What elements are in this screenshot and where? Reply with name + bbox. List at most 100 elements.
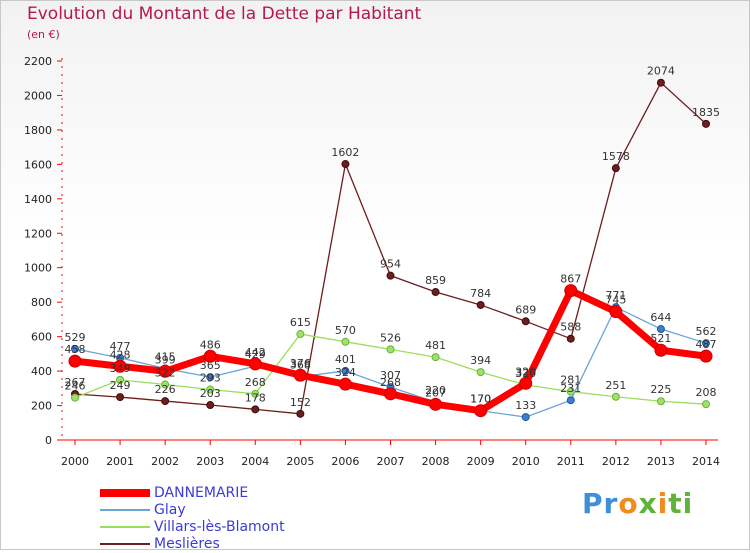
data-label-glay: 771 bbox=[605, 289, 626, 302]
data-point-dannemarie bbox=[68, 354, 82, 368]
data-point-villars-l-s-blamont bbox=[341, 337, 350, 346]
data-label-dannemarie: 268 bbox=[380, 376, 401, 389]
data-point-dannemarie bbox=[429, 397, 443, 411]
data-point-glay bbox=[521, 413, 530, 422]
data-label-glay: 562 bbox=[696, 325, 717, 338]
data-point-dannemarie bbox=[474, 404, 488, 418]
data-point-villars-l-s-blamont bbox=[611, 392, 620, 401]
data-point-villars-l-s-blamont bbox=[296, 330, 305, 339]
data-label-dannemarie: 867 bbox=[560, 273, 581, 286]
chart-title: Evolution du Montant de la Dette par Hab… bbox=[27, 4, 422, 24]
data-label-glay: 133 bbox=[515, 399, 536, 412]
data-label-dannemarie: 170 bbox=[470, 393, 491, 406]
data-point-mesli-res bbox=[116, 393, 125, 402]
data-label-villars-l-s-blamont: 526 bbox=[380, 331, 401, 344]
data-label-dannemarie: 428 bbox=[110, 348, 131, 361]
data-point-villars-l-s-blamont bbox=[161, 380, 170, 389]
data-point-mesli-res bbox=[521, 317, 530, 326]
x-tick-label: 2000 bbox=[61, 455, 89, 468]
data-label-glay: 644 bbox=[650, 311, 671, 324]
y-tick-label: 1400 bbox=[24, 193, 52, 206]
data-point-dannemarie bbox=[384, 387, 397, 401]
data-label-glay: 415 bbox=[155, 351, 176, 364]
data-point-glay bbox=[341, 366, 350, 375]
data-label-glay: 368 bbox=[290, 359, 311, 372]
data-label-villars-l-s-blamont: 293 bbox=[200, 372, 221, 385]
data-point-mesli-res bbox=[431, 288, 440, 297]
data-point-mesli-res bbox=[251, 405, 260, 414]
data-point-mesli-res bbox=[386, 271, 395, 280]
x-tick-label: 2010 bbox=[512, 455, 540, 468]
y-tick-label: 200 bbox=[31, 400, 52, 413]
data-label-mesli-res: 226 bbox=[155, 383, 176, 396]
data-label-villars-l-s-blamont: 615 bbox=[290, 316, 311, 329]
data-label-mesli-res: 1835 bbox=[692, 106, 720, 119]
data-label-mesli-res: 954 bbox=[380, 258, 401, 271]
data-label-dannemarie: 521 bbox=[650, 332, 671, 345]
axes: 0 200 400 600 800 1000 1200 1400 1600 1800 2000 220… bbox=[24, 55, 720, 468]
data-label-dannemarie: 442 bbox=[245, 346, 266, 359]
data-point-villars-l-s-blamont bbox=[71, 393, 79, 402]
data-point-dannemarie bbox=[609, 305, 623, 319]
y-tick-label: 0 bbox=[45, 434, 52, 447]
data-label-dannemarie: 329 bbox=[515, 365, 536, 378]
data-labels: 267 249 226 203 178 152 1602 954 859 784 689 588 157… bbox=[65, 65, 721, 412]
y-tick-label: 400 bbox=[31, 365, 52, 378]
data-label-villars-l-s-blamont: 322 bbox=[155, 367, 176, 380]
x-tick-label: 2014 bbox=[692, 455, 720, 468]
data-label-mesli-res: 178 bbox=[245, 391, 266, 404]
data-label-villars-l-s-blamont: 225 bbox=[650, 383, 671, 396]
unit-label: (en €) bbox=[27, 28, 60, 41]
data-point-dannemarie bbox=[248, 357, 262, 371]
data-label-glay: 365 bbox=[200, 359, 221, 372]
data-label-mesli-res: 1578 bbox=[602, 150, 630, 163]
data-label-mesli-res: 689 bbox=[515, 303, 536, 316]
data-label-glay: 307 bbox=[380, 369, 401, 382]
data-label-dannemarie: 207 bbox=[425, 386, 446, 399]
data-point-dannemarie bbox=[338, 377, 352, 391]
y-tick-label: 1600 bbox=[24, 158, 52, 171]
data-point-glay bbox=[71, 344, 79, 353]
y-tick-label: 600 bbox=[31, 331, 52, 344]
data-label-glay: 231 bbox=[560, 382, 581, 395]
x-tick-label: 2004 bbox=[241, 455, 269, 468]
y-tick-label: 1800 bbox=[24, 124, 52, 137]
data-label-glay: 529 bbox=[65, 331, 86, 344]
y-tick-label: 800 bbox=[31, 296, 52, 309]
series-layer bbox=[68, 78, 713, 422]
data-point-villars-l-s-blamont bbox=[386, 345, 395, 354]
data-point-mesli-res bbox=[611, 164, 620, 173]
data-label-mesli-res: 1602 bbox=[331, 146, 359, 159]
data-point-mesli-res bbox=[296, 409, 305, 418]
data-label-dannemarie: 376 bbox=[290, 357, 311, 370]
data-point-villars-l-s-blamont bbox=[476, 368, 485, 377]
legend-swatch-glay bbox=[100, 509, 150, 511]
data-label-glay: 401 bbox=[335, 353, 356, 366]
data-point-dannemarie bbox=[203, 349, 217, 363]
series-dannemarie bbox=[68, 284, 713, 418]
y-tick-label: 1000 bbox=[24, 262, 52, 275]
legend-label-glay: Glay bbox=[154, 502, 186, 518]
data-label-glay: 429 bbox=[245, 348, 266, 361]
data-label-villars-l-s-blamont: 349 bbox=[110, 362, 131, 375]
x-tick-label: 2002 bbox=[151, 455, 179, 468]
y-tick-label: 1200 bbox=[24, 227, 52, 240]
data-label-glay: 220 bbox=[425, 384, 446, 397]
legend-swatch-meslieres bbox=[100, 543, 150, 545]
x-tick-label: 2005 bbox=[286, 455, 314, 468]
data-label-villars-l-s-blamont: 570 bbox=[335, 324, 356, 337]
data-point-villars-l-s-blamont bbox=[206, 385, 215, 394]
data-point-villars-l-s-blamont bbox=[116, 375, 125, 384]
data-point-mesli-res bbox=[656, 78, 665, 87]
data-point-glay bbox=[206, 373, 215, 382]
x-tick-label: 2011 bbox=[557, 455, 585, 468]
data-label-mesli-res: 267 bbox=[65, 376, 86, 389]
x-tick-label: 2007 bbox=[377, 455, 405, 468]
data-point-dannemarie bbox=[699, 349, 713, 363]
x-tick-label: 2003 bbox=[196, 455, 224, 468]
data-label-dannemarie: 324 bbox=[335, 366, 356, 379]
data-label-villars-l-s-blamont: 246 bbox=[65, 380, 86, 393]
data-point-villars-l-s-blamont bbox=[251, 389, 260, 398]
